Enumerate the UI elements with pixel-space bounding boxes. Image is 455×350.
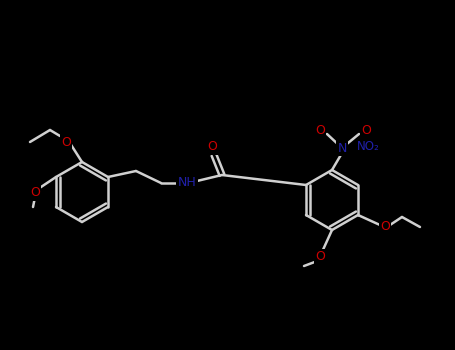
- Text: O: O: [380, 220, 390, 233]
- Text: O: O: [207, 140, 217, 154]
- Text: O: O: [361, 125, 371, 138]
- Text: O: O: [315, 251, 325, 264]
- Text: NO₂: NO₂: [357, 140, 380, 153]
- Text: O: O: [30, 187, 40, 199]
- Text: O: O: [61, 135, 71, 148]
- Text: O: O: [315, 125, 325, 138]
- Text: NH: NH: [177, 176, 197, 189]
- Text: N: N: [337, 141, 347, 154]
